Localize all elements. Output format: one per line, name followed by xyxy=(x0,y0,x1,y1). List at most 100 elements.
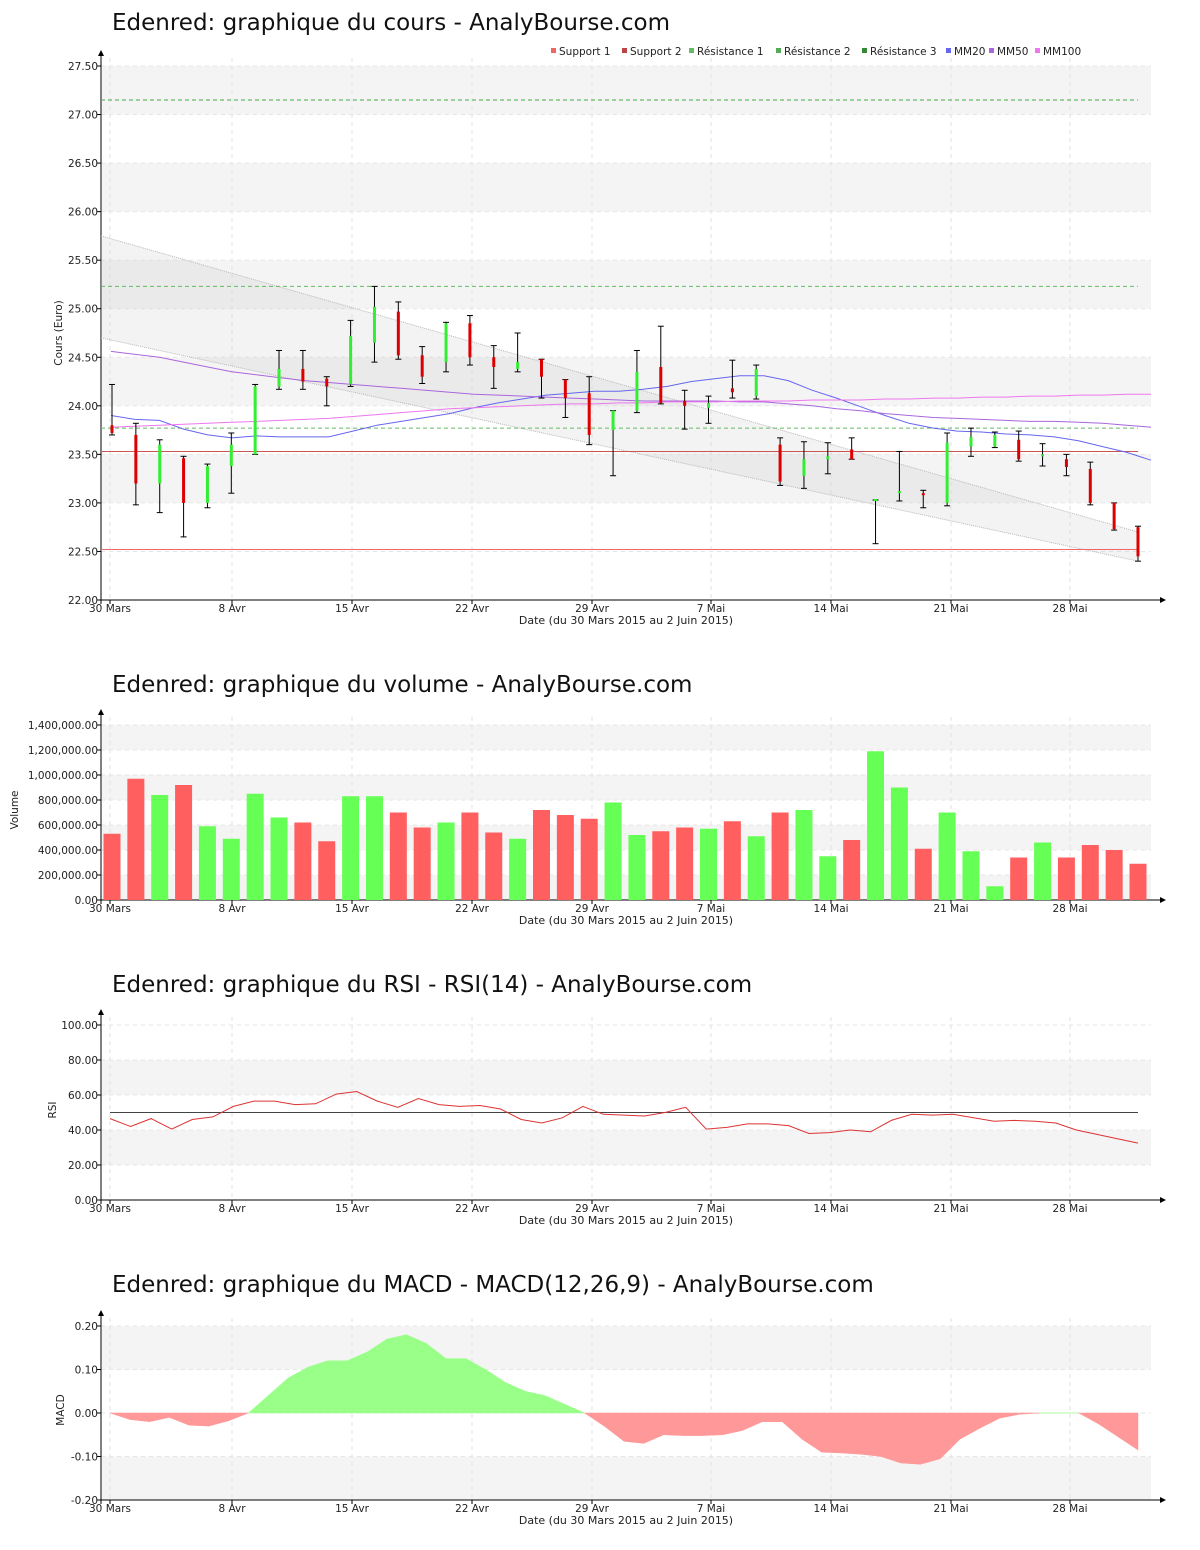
x-tick-label: 14 Mai xyxy=(813,1503,848,1515)
macd-chart-title: Edenred: graphique du MACD - MACD(12,26,… xyxy=(112,1272,874,1298)
legend-swatch xyxy=(989,48,994,53)
candle-body xyxy=(754,368,758,397)
candle-body xyxy=(301,368,305,382)
grid-band xyxy=(102,1130,1151,1165)
candle-body xyxy=(158,444,162,484)
price-chart: 22.00 22.50 23.00 23.50 24.00 24.50 25.00 25.50… xyxy=(53,46,1166,627)
x-tick-label: 8 Avr xyxy=(218,903,246,915)
candle-body xyxy=(349,335,353,385)
trend-channel-upper xyxy=(100,235,1139,533)
y-tick-label: 200,000.00 xyxy=(38,870,98,882)
volume-bar xyxy=(532,810,550,900)
volume-bar xyxy=(485,832,503,900)
x-tick-label: 30 Mars xyxy=(89,903,131,915)
y-axis-title: Cours (Euro) xyxy=(53,300,65,366)
candle-body xyxy=(539,359,543,377)
candle-body xyxy=(683,400,687,406)
x-axis-title: Date (du 30 Mars 2015 au 2 Juin 2015) xyxy=(519,1514,733,1527)
y-axis-title: Volume xyxy=(9,790,21,829)
legend-swatch xyxy=(776,48,781,53)
volume-bar xyxy=(509,838,527,900)
ma-line-mm100 xyxy=(110,393,1151,428)
volume-bar xyxy=(1057,857,1075,900)
candle-body xyxy=(850,449,854,460)
y-axis-arrow xyxy=(98,1009,104,1015)
ma-line-mm20 xyxy=(110,375,1152,461)
y-tick-label: -0.10 xyxy=(71,1452,98,1464)
volume-bar xyxy=(175,785,193,900)
candle-body xyxy=(1041,454,1045,457)
x-tick-label: 15 Avr xyxy=(335,1203,369,1215)
y-tick-label: 40.00 xyxy=(68,1125,98,1137)
x-tick-label: 15 Avr xyxy=(335,1503,369,1515)
volume-bar xyxy=(795,810,813,900)
price-chart-title: Edenred: graphique du cours - AnalyBours… xyxy=(112,10,670,36)
macd-positive-area xyxy=(247,1334,1079,1414)
y-tick-label: 0.00 xyxy=(75,895,98,907)
rsi-chart: 0.00 20.00 40.00 60.00 80.00 100.00 30 Mars 8 A… xyxy=(47,1009,1166,1227)
grid-band xyxy=(102,260,1151,309)
volume-bar xyxy=(1105,850,1123,900)
y-tick-label: 22.00 xyxy=(68,595,98,607)
volume-bar xyxy=(127,778,145,900)
volume-chart-panel: Edenred: graphique du volume - AnalyBour… xyxy=(0,660,1200,940)
candle-body xyxy=(587,393,591,435)
legend-swatch xyxy=(551,48,556,53)
candle-body xyxy=(134,434,138,484)
volume-bar xyxy=(294,822,312,900)
y-tick-label: 24.50 xyxy=(68,352,98,364)
x-tick-label: 29 Avr xyxy=(575,603,609,615)
candle-body xyxy=(563,379,567,399)
rsi-chart-title: Edenred: graphique du RSI - RSI(14) - An… xyxy=(112,972,753,998)
volume-bar xyxy=(1129,863,1147,900)
x-axis-title: Date (du 30 Mars 2015 au 2 Juin 2015) xyxy=(519,614,733,627)
legend-item: MM50 xyxy=(997,46,1028,58)
x-tick-label: 14 Mai xyxy=(813,1203,848,1215)
x-tick-label: 29 Avr xyxy=(575,1203,609,1215)
rsi-line xyxy=(109,1090,1139,1144)
y-tick-label: 0.00 xyxy=(75,1195,98,1207)
volume-bar xyxy=(103,833,121,900)
candle-body xyxy=(730,388,734,393)
x-tick-label: 7 Mai xyxy=(697,1203,725,1215)
candle-body xyxy=(1064,459,1068,467)
x-axis-title: Date (du 30 Mars 2015 au 2 Juin 2015) xyxy=(519,914,733,927)
candle-body xyxy=(778,444,782,482)
candle-body xyxy=(826,456,830,460)
y-tick-label: 800,000.00 xyxy=(38,795,98,807)
candle-body xyxy=(372,306,376,343)
candle-body xyxy=(635,371,639,411)
legend-item: MM100 xyxy=(1043,46,1081,58)
candle-body xyxy=(110,425,114,434)
x-tick-label: 21 Mai xyxy=(933,603,968,615)
y-tick-label: 80.00 xyxy=(68,1055,98,1067)
y-tick-label: 23.00 xyxy=(68,498,98,510)
y-tick-label: 1,200,000.00 xyxy=(28,745,98,757)
y-tick-label: 0.10 xyxy=(75,1365,98,1377)
x-axis-arrow xyxy=(1160,897,1166,903)
grid-band xyxy=(102,454,1151,503)
volume-bar xyxy=(222,838,240,900)
volume-bar xyxy=(151,795,169,900)
volume-bar xyxy=(604,802,622,900)
y-tick-label: -0.20 xyxy=(71,1495,98,1507)
y-tick-label: 20.00 xyxy=(68,1160,98,1172)
legend-swatch xyxy=(1035,48,1040,53)
candle-body xyxy=(611,410,615,431)
volume-bar xyxy=(413,827,431,900)
candle-body xyxy=(969,436,973,447)
candle-body xyxy=(1136,527,1140,557)
volume-chart-title: Edenred: graphique du volume - AnalyBour… xyxy=(112,672,693,698)
y-tick-label: 600,000.00 xyxy=(38,820,98,832)
legend-swatch xyxy=(946,48,951,53)
x-tick-label: 14 Mai xyxy=(813,903,848,915)
y-tick-label: 23.50 xyxy=(68,449,98,461)
volume-bar xyxy=(1034,842,1052,900)
volume-bar xyxy=(962,851,980,900)
legend-item: Résistance 2 xyxy=(784,46,851,58)
x-tick-label: 28 Mai xyxy=(1052,603,1087,615)
x-axis-arrow xyxy=(1160,1197,1166,1203)
volume-bar xyxy=(676,827,694,900)
x-tick-label: 30 Mars xyxy=(89,1203,131,1215)
legend-swatch xyxy=(622,48,627,53)
